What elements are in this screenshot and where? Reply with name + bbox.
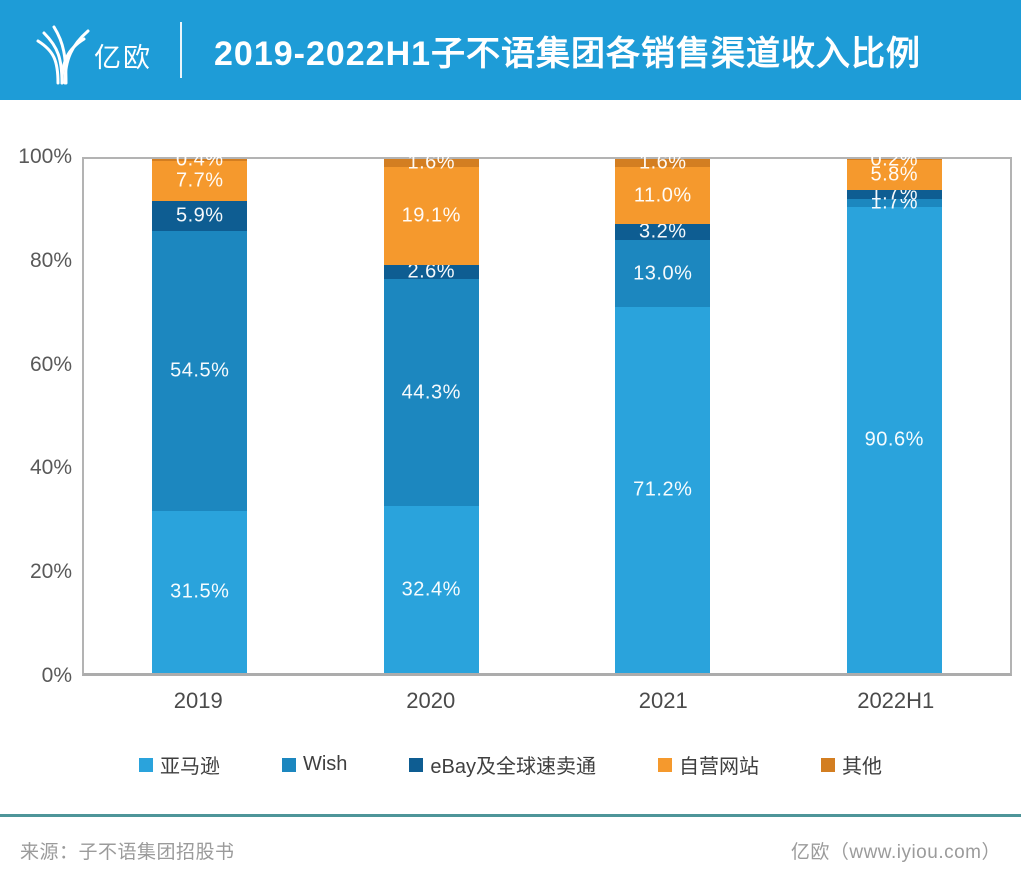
bar-segment-eBay及全球速卖通: 1.7%	[846, 183, 942, 205]
y-axis: 0% 20% 40% 60% 80% 100%	[0, 100, 72, 700]
bar-segment-自营网站: 19.1%	[383, 167, 479, 266]
bar-segment-亚马逊: 90.6%	[846, 207, 942, 673]
bar-segment-自营网站: 7.7%	[152, 161, 248, 201]
segment-value-label: 31.5%	[170, 580, 230, 603]
y-axis-tick: 100%	[18, 145, 72, 168]
stacked-bar: 31.5% 54.5% 5.9% 7.7% 0.4%	[152, 149, 248, 673]
segment-value-label: 3.2%	[638, 220, 687, 243]
bar-segment-亚马逊: 31.5%	[152, 511, 248, 673]
segment-value-label: 1.6%	[638, 151, 687, 174]
segment-value-label: 44.3%	[401, 381, 461, 404]
bar-segment-亚马逊: 32.4%	[383, 506, 479, 673]
header-divider	[180, 22, 182, 78]
legend-label: 亚马逊	[159, 756, 220, 778]
legend-swatch-icon	[658, 757, 673, 772]
bar-segment-自营网站: 11.0%	[615, 167, 711, 224]
x-axis: 2019 2020 2021 2022H1	[82, 688, 1012, 714]
segment-value-label: 0.2%	[870, 148, 919, 171]
y-axis-tick: 80%	[29, 248, 72, 272]
stacked-bar: 71.2% 13.0% 3.2% 11.0% 1.6%	[615, 152, 711, 673]
plot-area: 31.5% 54.5% 5.9% 7.7% 0.4% 32.4% 44.3% 2.6% 19.1…	[82, 148, 1012, 676]
legend-label: Wish	[302, 753, 348, 775]
legend-swatch-icon	[281, 757, 296, 772]
segment-value-label: 19.1%	[401, 204, 461, 227]
segment-value-label: 90.6%	[864, 428, 924, 451]
yiou-logo-icon	[36, 25, 90, 85]
x-axis-label: 2021	[638, 688, 688, 713]
bar-segment-其他: 0.4%	[152, 149, 248, 171]
legend-swatch-icon	[138, 757, 153, 772]
segment-value-label: 11.0%	[633, 184, 692, 207]
source-text: 来源：子不语集团招股书	[20, 842, 235, 863]
segment-value-label: 2.6%	[407, 260, 456, 283]
bar-segment-Wish: 44.3%	[383, 278, 479, 507]
bar-column-2019: 31.5% 54.5% 5.9% 7.7% 0.4%	[84, 149, 316, 673]
x-axis-label: 2019	[173, 688, 223, 713]
header-banner: 亿欧 2019-2022H1子不语集团各销售渠道收入比例	[0, 0, 1021, 100]
stacked-bar: 90.6% 1.7% 1.7% 5.8% 0.2%	[846, 148, 942, 673]
y-axis-tick: 20%	[29, 560, 72, 584]
bar-segment-Wish: 13.0%	[615, 240, 711, 308]
chart-area: 0% 20% 40% 60% 80% 100% 31.5% 54.5% 5.9% 7.7% 0.4…	[0, 100, 1021, 816]
bar-segment-eBay及全球速卖通: 5.9%	[152, 200, 248, 231]
legend-item-自营网站: 自营网站	[658, 750, 759, 779]
legend: 亚马逊 Wish eBay及全球速卖通 自营网站 其他	[0, 750, 1021, 779]
legend-item-eBay及全球速卖通: eBay及全球速卖通	[409, 750, 596, 779]
x-axis-label: 2020	[406, 688, 456, 713]
bar-segment-自营网站: 5.8%	[846, 160, 942, 190]
bar-segment-其他: 1.6%	[383, 152, 479, 174]
site-credit: 亿欧（www.iyiou.com）	[790, 842, 1001, 863]
bar-column-2022H1: 90.6% 1.7% 1.7% 5.8% 0.2%	[779, 148, 1011, 673]
legend-label: 其他	[842, 756, 883, 778]
y-axis-tick: 0%	[41, 664, 72, 687]
legend-label: 自营网站	[679, 756, 760, 778]
legend-swatch-icon	[409, 757, 424, 772]
segment-value-label: 0.4%	[175, 148, 224, 171]
bar-segment-其他: 1.6%	[615, 152, 711, 174]
segment-value-label: 54.5%	[170, 359, 230, 382]
bar-segment-eBay及全球速卖通: 3.2%	[615, 221, 711, 243]
bar-segment-Wish: 54.5%	[152, 230, 248, 512]
bar-column-2020: 32.4% 44.3% 2.6% 19.1% 1.6%	[316, 152, 548, 673]
legend-item-Wish: Wish	[281, 753, 348, 776]
bar-column-2021: 71.2% 13.0% 3.2% 11.0% 1.6%	[547, 152, 779, 673]
yiou-logo-text: 亿欧	[94, 43, 152, 73]
footer: 来源：子不语集团招股书 亿欧（www.iyiou.com）	[0, 814, 1021, 864]
bar-segment-亚马逊: 71.2%	[615, 307, 711, 673]
stacked-bar: 32.4% 44.3% 2.6% 19.1% 1.6%	[383, 152, 479, 673]
chart-title: 2019-2022H1子不语集团各销售渠道收入比例	[214, 34, 922, 73]
segment-value-label: 5.9%	[175, 204, 224, 227]
footer-row: 来源：子不语集团招股书 亿欧（www.iyiou.com）	[0, 837, 1021, 864]
bar-segment-其他: 0.2%	[846, 148, 942, 170]
legend-swatch-icon	[821, 757, 836, 772]
footer-divider	[0, 814, 1021, 817]
segment-value-label: 13.0%	[633, 262, 693, 285]
bar-segment-eBay及全球速卖通: 2.6%	[383, 261, 479, 283]
segment-value-label: 32.4%	[401, 578, 461, 601]
x-axis-label: 2022H1	[857, 688, 935, 713]
legend-item-其他: 其他	[821, 750, 882, 779]
segment-value-label: 71.2%	[633, 478, 693, 501]
legend-item-亚马逊: 亚马逊	[138, 750, 220, 779]
segment-value-label: 5.8%	[870, 163, 919, 186]
y-axis-tick: 60%	[29, 352, 72, 376]
segment-value-label: 7.7%	[175, 169, 224, 192]
y-axis-tick: 40%	[29, 456, 72, 480]
legend-label: eBay及全球速卖通	[430, 756, 597, 778]
yiou-logo: 亿欧	[34, 15, 152, 85]
segment-value-label: 1.6%	[407, 151, 456, 174]
